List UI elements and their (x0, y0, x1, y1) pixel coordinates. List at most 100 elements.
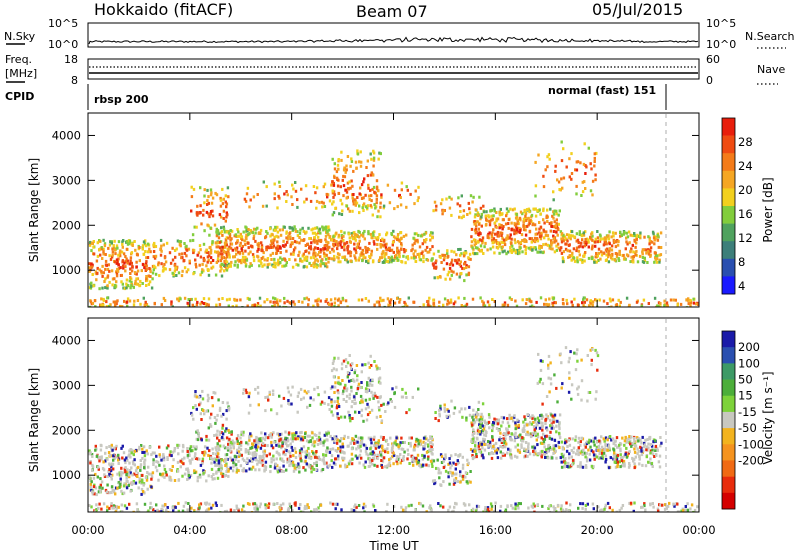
heatmap-cell (568, 443, 572, 447)
heatmap-cell (507, 447, 510, 451)
heatmap-cell (498, 242, 502, 246)
heatmap-cell (608, 446, 611, 450)
heatmap-cell (613, 451, 616, 455)
heatmap-cell (143, 460, 146, 464)
heatmap-cell (391, 258, 394, 262)
heatmap-cell (265, 248, 268, 252)
heatmap-cell (432, 298, 435, 302)
heatmap-cell (405, 233, 408, 237)
heatmap-cell (376, 453, 379, 457)
heatmap-cell (367, 465, 371, 468)
heatmap-cell (393, 207, 396, 211)
heatmap-cell (352, 169, 355, 173)
heatmap-cell (237, 446, 241, 450)
heatmap-cell (396, 246, 399, 250)
heatmap-cell (369, 173, 373, 177)
heatmap-cell (387, 246, 391, 250)
heatmap-cell (270, 444, 273, 448)
heatmap-cell (135, 265, 138, 269)
heatmap-cell (623, 443, 626, 447)
heatmap-cell (590, 449, 593, 453)
heatmap-cell (389, 249, 392, 252)
heatmap-cell (495, 217, 498, 221)
heatmap-cell (579, 461, 582, 465)
heatmap-cell (442, 258, 446, 262)
heatmap-cell (254, 445, 257, 449)
heatmap-cell (588, 438, 591, 442)
heatmap-cell (302, 466, 305, 470)
heatmap-cell (330, 257, 334, 261)
heatmap-cell (638, 457, 641, 461)
heatmap-cell (152, 461, 155, 465)
heatmap-cell (224, 241, 227, 245)
heatmap-cell (253, 303, 256, 307)
heatmap-cell (173, 269, 177, 273)
heatmap-cell (486, 234, 489, 238)
heatmap-cell (129, 471, 132, 475)
heatmap-cell (376, 464, 379, 468)
heatmap-cell (176, 297, 179, 301)
heatmap-cell (498, 244, 501, 248)
heatmap-cell (540, 413, 543, 417)
heatmap-cell (386, 443, 390, 446)
heatmap-cell (554, 449, 557, 453)
heatmap-cell (334, 297, 337, 301)
heatmap-cell (581, 260, 584, 264)
heatmap-cell (545, 426, 548, 430)
heatmap-cell (316, 239, 319, 243)
heatmap-cell (258, 231, 261, 235)
heatmap-cell (538, 221, 541, 224)
heatmap-cell (604, 458, 608, 461)
heatmap-cell (224, 219, 227, 223)
heatmap-cell (260, 461, 263, 465)
heatmap-cell (388, 201, 392, 205)
heatmap-cell (493, 221, 497, 225)
heatmap-cell (368, 241, 371, 245)
heatmap-cell (388, 257, 392, 261)
heatmap-cell (533, 446, 537, 450)
heatmap-cell (397, 238, 400, 242)
heatmap-cell (328, 235, 332, 239)
heatmap-cell (251, 452, 254, 456)
heatmap-cell (600, 250, 603, 254)
heatmap-cell (399, 196, 402, 199)
heatmap-cell (191, 238, 195, 242)
heatmap-cell (647, 460, 650, 464)
heatmap-cell (388, 461, 391, 465)
heatmap-cell (204, 250, 207, 254)
heatmap-cell (118, 485, 121, 489)
heatmap-cell (503, 453, 506, 457)
heatmap-cell (384, 243, 387, 247)
heatmap-cell (396, 462, 399, 466)
heatmap-cell (647, 252, 651, 256)
heatmap-cell (379, 245, 382, 249)
heatmap-cell (534, 207, 537, 211)
heatmap-cell (207, 258, 210, 262)
heatmap-cell (353, 254, 356, 258)
heatmap-cell (515, 213, 518, 216)
heatmap-cell (359, 186, 362, 190)
heatmap-cell (246, 296, 249, 300)
heatmap-cell (214, 241, 217, 245)
heatmap-cell (186, 447, 189, 450)
heatmap-cell (322, 185, 325, 189)
heatmap-cell (557, 444, 560, 448)
heatmap-cell (571, 251, 574, 255)
heatmap-cell (581, 245, 585, 249)
heatmap-cell (341, 442, 344, 446)
heatmap-cell (340, 233, 343, 237)
heatmap-cell (183, 296, 187, 300)
heatmap-cell (585, 237, 589, 241)
heatmap-cell (141, 456, 144, 460)
heatmap-cell (363, 465, 367, 469)
heatmap-cell (483, 448, 487, 452)
heatmap-cell (479, 424, 482, 428)
heatmap-cell (527, 223, 530, 227)
heatmap-cell (177, 271, 181, 275)
colorbar-tick-label: 12 (738, 231, 753, 245)
heatmap-cell (555, 209, 558, 213)
heatmap-cell (126, 458, 129, 462)
heatmap-cell (205, 210, 209, 214)
heatmap-cell (273, 257, 276, 261)
heatmap-cell (491, 426, 494, 430)
